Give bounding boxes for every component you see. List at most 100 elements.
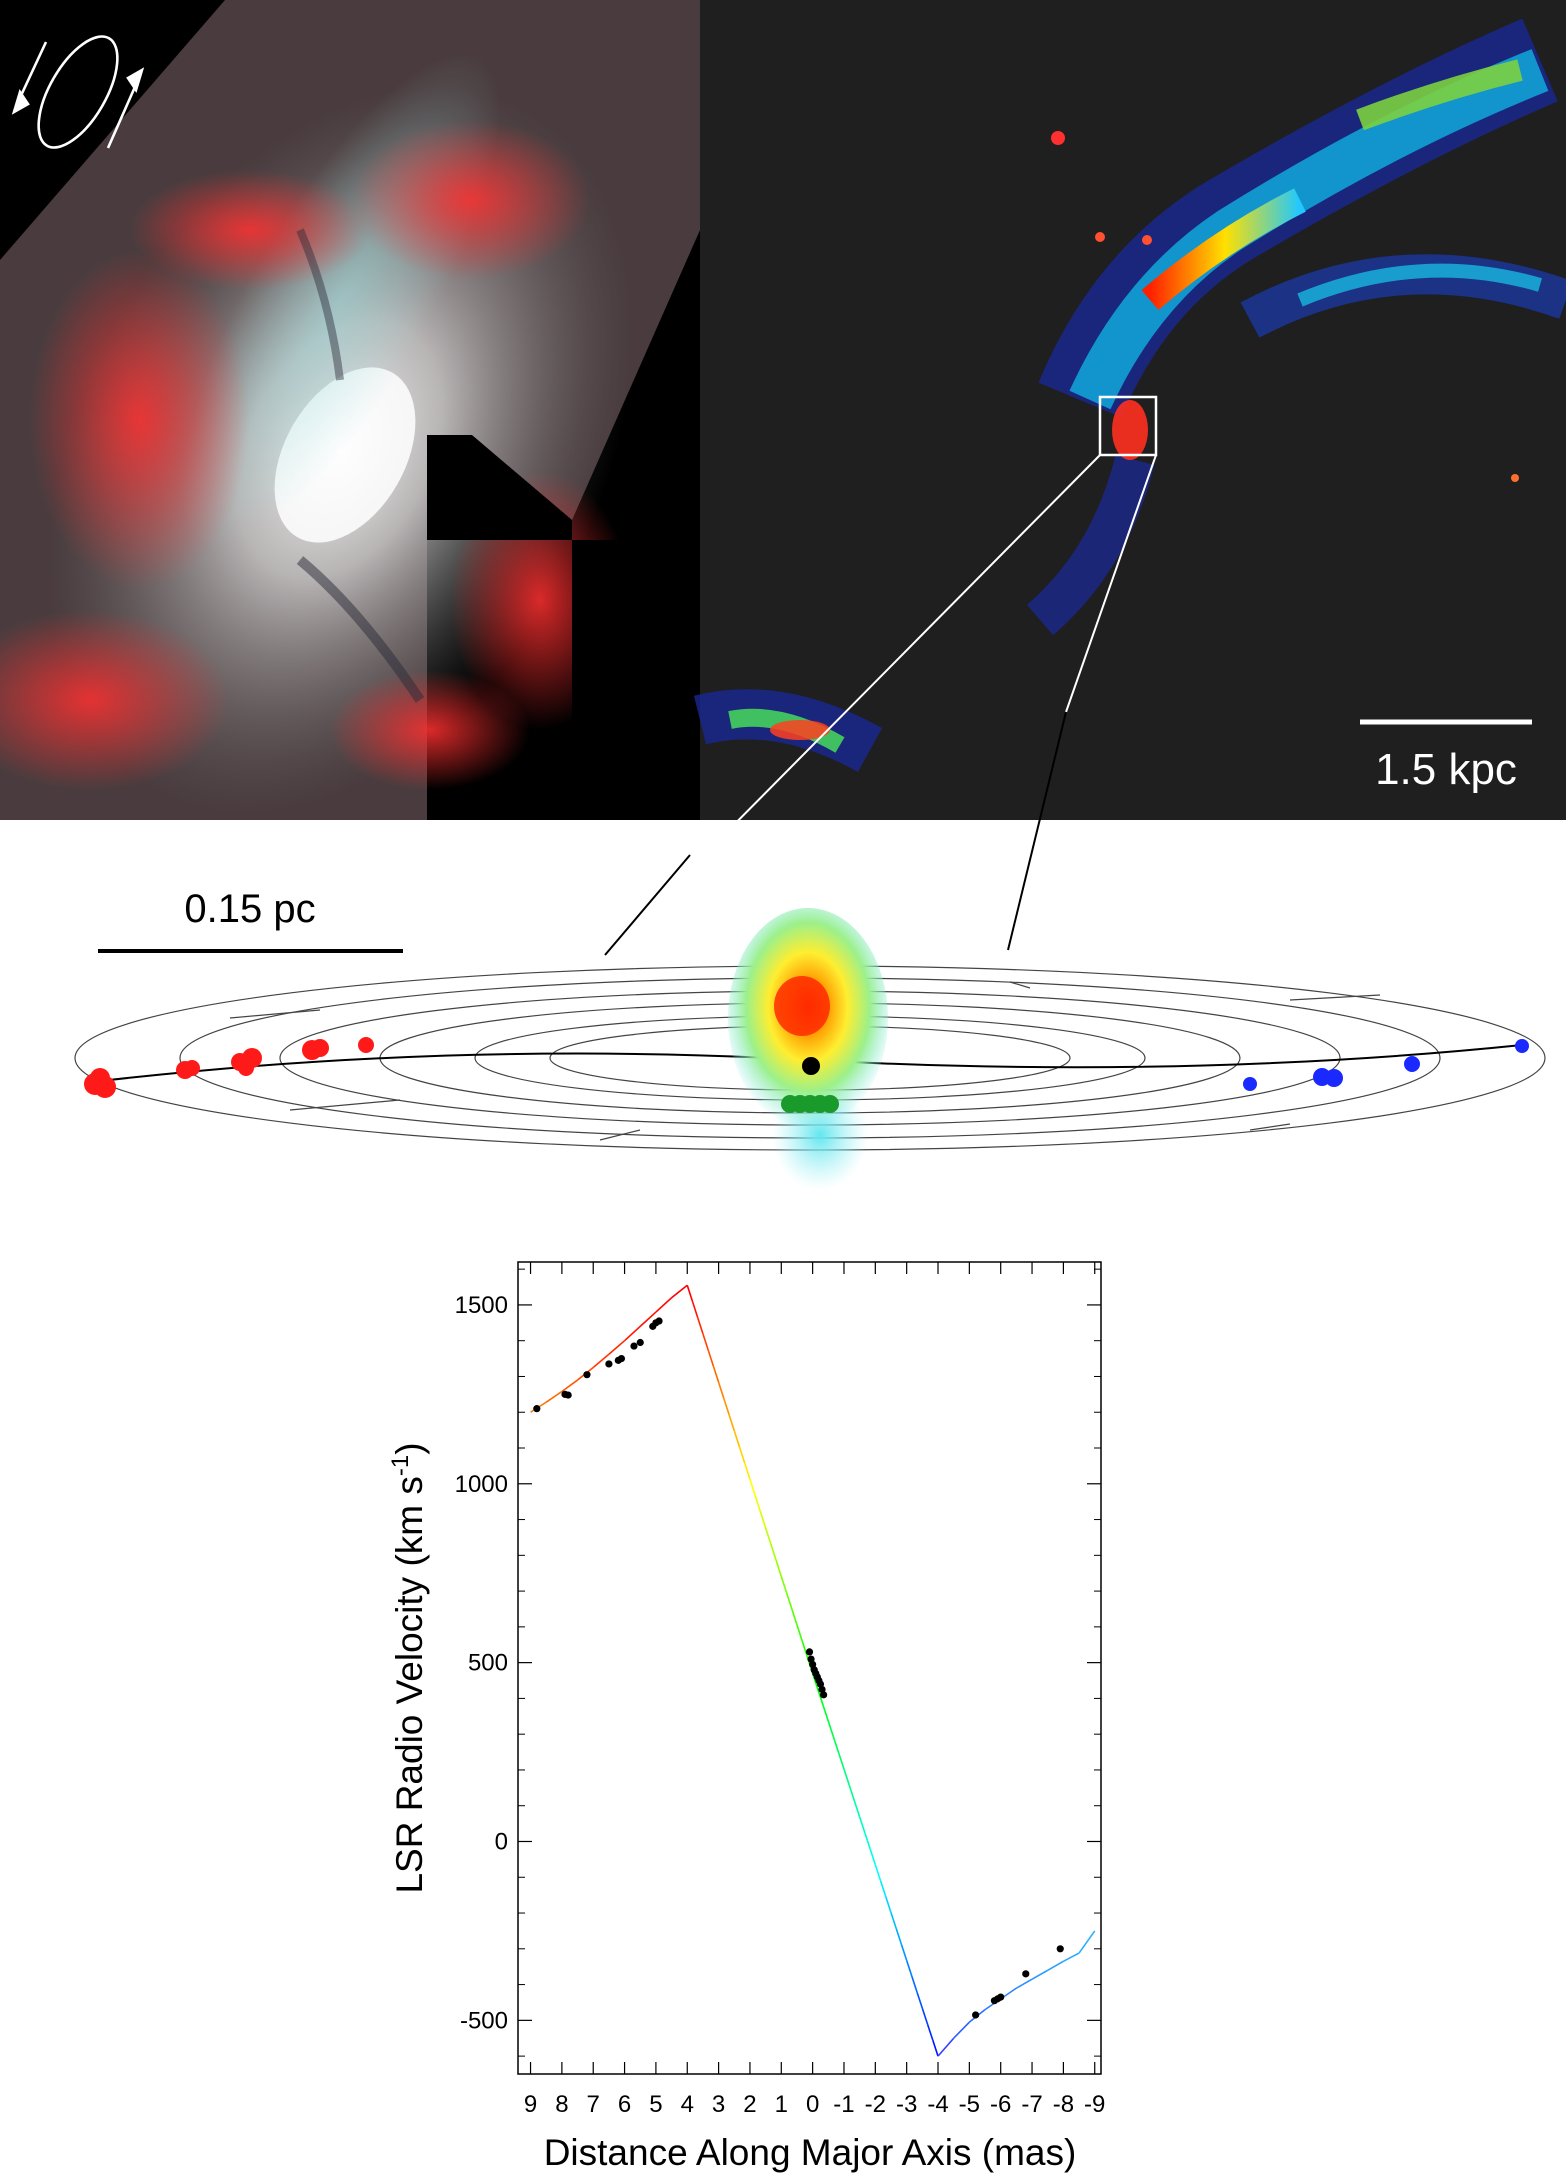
model-curve-segment xyxy=(691,1301,699,1318)
x-tick-label: -6 xyxy=(990,2091,1011,2118)
y-tick-label: 1000 xyxy=(455,1471,508,1498)
model-curve-segment xyxy=(905,1960,913,1977)
red-maser-point xyxy=(605,1360,613,1368)
model-curve-segment xyxy=(853,1800,861,1818)
model-curve-segment xyxy=(728,1414,736,1432)
model-curve-segment xyxy=(837,1752,845,1770)
x-tick-label: 2 xyxy=(743,2091,756,2118)
model-curve-segment xyxy=(932,2039,939,2057)
blue-maser-point xyxy=(997,1993,1005,2001)
model-curve-segment xyxy=(655,1297,673,1313)
model-curve-segment xyxy=(822,1705,830,1722)
model-curve-segment xyxy=(874,1864,882,1881)
rotation-arrows-icon xyxy=(11,35,145,149)
model-curve-segment xyxy=(827,1720,835,1738)
x-tick-label: 7 xyxy=(587,2091,600,2118)
y-tick-label: 1500 xyxy=(455,1292,508,1319)
model-curve-segment xyxy=(921,2008,929,2025)
model-curve-segment xyxy=(858,1816,866,1834)
model-curve-segment xyxy=(608,1340,626,1355)
x-tick-label: 5 xyxy=(649,2091,662,2118)
model-curve-segment xyxy=(759,1511,767,1529)
x-tick-label: -2 xyxy=(865,2091,886,2118)
model-curve-segment xyxy=(879,1880,887,1897)
x-axis-label: Distance Along Major Axis (mas) xyxy=(544,2132,1077,2173)
model-curve-segment xyxy=(1047,1960,1064,1971)
model-curve-segment xyxy=(712,1365,720,1383)
x-tick-label: 6 xyxy=(618,2091,631,2118)
x-tick-label: -3 xyxy=(896,2091,917,2118)
model-curve-segment xyxy=(843,1768,850,1786)
red-maser-point xyxy=(652,1319,660,1327)
model-curve-segment xyxy=(926,2023,934,2041)
model-curve-segment xyxy=(545,1390,563,1403)
plot-frame xyxy=(517,1261,1102,2075)
model-curve-segment xyxy=(790,1608,798,1626)
model-curve-segment xyxy=(1063,1952,1080,1963)
x-tick-label: -8 xyxy=(1053,2091,1074,2118)
maser-disk-diagram: 0.15 pc xyxy=(74,711,1546,1190)
model-curve-segment xyxy=(1015,1978,1033,1989)
y-tick-label: 0 xyxy=(495,1828,508,1855)
red-masers xyxy=(84,1037,374,1098)
model-curve-segment xyxy=(671,1284,688,1299)
systemic-maser-point xyxy=(820,1691,828,1699)
model-curve-segment xyxy=(785,1592,793,1609)
model-curve-segment xyxy=(817,1689,824,1706)
model-curve-segment xyxy=(733,1430,741,1448)
blue-maser-point xyxy=(1022,1970,1030,1978)
systemic-masers xyxy=(781,1095,839,1113)
model-curve-segment xyxy=(723,1398,730,1415)
model-curve-segment xyxy=(749,1479,756,1496)
model-curve-segment xyxy=(686,1285,694,1302)
blue-maser-point xyxy=(1056,1945,1064,1953)
x-tick-label: -1 xyxy=(833,2091,854,2118)
kpc-scale-label: 1.5 kpc xyxy=(1375,745,1517,794)
x-tick-label: -5 xyxy=(959,2091,980,2118)
model-curve-segment xyxy=(702,1333,709,1351)
y-tick-label: -500 xyxy=(460,2007,508,2034)
model-curve-segment xyxy=(717,1382,725,1399)
radio-jet-image: 1.5 kpc xyxy=(604,0,1566,956)
x-tick-label: -7 xyxy=(1021,2091,1042,2118)
x-tick-label: 1 xyxy=(775,2091,788,2118)
model-curve-segment xyxy=(890,1912,897,1929)
model-curve-segment xyxy=(911,1976,918,1993)
x-tick-label: -9 xyxy=(1084,2091,1105,2118)
x-tick-label: 9 xyxy=(524,2091,537,2118)
model-curve-segment xyxy=(707,1349,715,1367)
x-tick-label: 4 xyxy=(681,2091,694,2118)
red-maser-point xyxy=(564,1391,572,1399)
model-curve-segment xyxy=(885,1896,892,1913)
model-curve-segment xyxy=(937,2037,955,2057)
model-curve-segment xyxy=(953,2021,970,2039)
x-tick-label: 3 xyxy=(712,2091,725,2118)
red-maser-point xyxy=(630,1342,638,1350)
optical-galaxy-image xyxy=(0,0,700,820)
model-curve-segment xyxy=(696,1317,704,1335)
model-curve-segment xyxy=(801,1640,809,1658)
blue-maser-point xyxy=(972,2011,980,2019)
x-tick-label: 8 xyxy=(555,2091,568,2118)
model-curve-segment xyxy=(869,1848,877,1865)
model-curve-segment xyxy=(916,1992,924,2009)
model-curve-segment xyxy=(775,1559,783,1577)
model-curve-segment xyxy=(561,1379,579,1393)
model-curve-segment xyxy=(770,1543,777,1561)
model-curve-segment xyxy=(864,1832,871,1850)
model-curve-segment xyxy=(624,1325,641,1342)
y-tick-label: 500 xyxy=(468,1650,508,1677)
model-curve-segment xyxy=(796,1624,803,1642)
model-curve-segment xyxy=(592,1353,610,1369)
model-curve-segment xyxy=(1078,1930,1096,1954)
model-curve-segment xyxy=(738,1446,746,1464)
y-axis-label: LSR Radio Velocity (km s-1) xyxy=(387,1442,430,1893)
model-curve-segment xyxy=(900,1944,908,1961)
red-maser-point xyxy=(533,1405,541,1413)
x-tick-label: 0 xyxy=(806,2091,819,2118)
model-curve-segment xyxy=(743,1462,751,1480)
red-maser-point xyxy=(617,1354,626,1363)
black-hole-marker xyxy=(802,1057,820,1075)
model-curve-segment xyxy=(764,1527,772,1545)
